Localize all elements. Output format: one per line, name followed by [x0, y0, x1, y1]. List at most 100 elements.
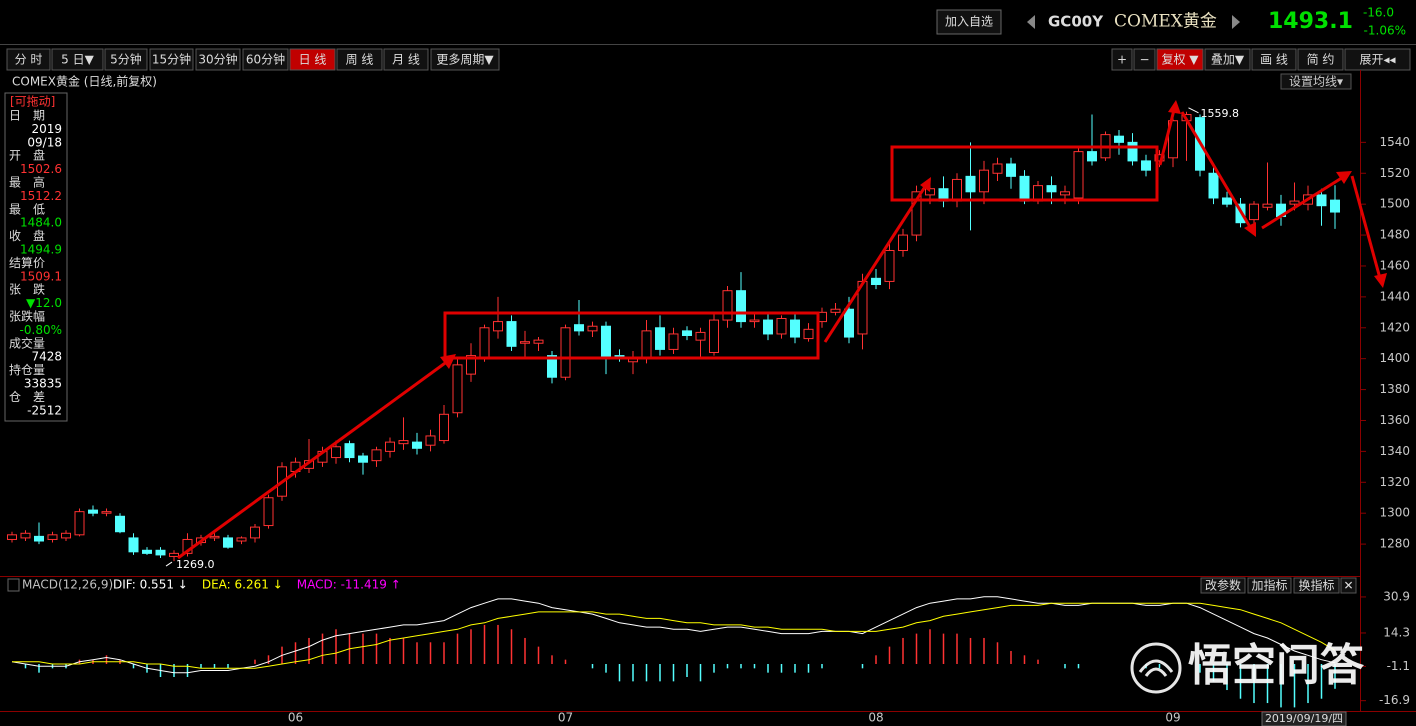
prev-arrow[interactable]	[1027, 15, 1035, 29]
candle-body	[533, 339, 544, 344]
toolbar-button-label[interactable]: 5分钟	[110, 52, 142, 67]
candle-body	[898, 234, 908, 252]
toolbar-button-label[interactable]: −	[1139, 53, 1149, 67]
toolbar-button[interactable]	[104, 48, 148, 71]
toolbar-button[interactable]	[336, 48, 383, 71]
toolbar-button[interactable]	[1344, 48, 1411, 71]
candle-body	[452, 364, 463, 414]
panel-label: 仓 差	[9, 390, 45, 404]
annotation-label: 1269.0	[176, 558, 215, 571]
macd-pane: MACD(12,26,9) DIF: 0.551 ↓ DEA: 6.261 ↓ MAC…	[7, 577, 1410, 726]
panel-value: 1494.9	[20, 243, 62, 257]
trend-arrow	[1261, 172, 1349, 230]
toolbar-button-label[interactable]: 展开◂◂	[1359, 53, 1395, 67]
indicator-button-label[interactable]: 加指标	[1251, 578, 1287, 593]
candle-body	[722, 290, 733, 321]
toolbar-button-label[interactable]: 复权 ▼	[1161, 53, 1199, 67]
ma-settings-button[interactable]	[1280, 73, 1352, 90]
arrow-head	[920, 177, 931, 192]
indicator-button[interactable]	[1340, 577, 1357, 594]
toolbar-button-label[interactable]: 日 线	[299, 53, 327, 67]
panel-label: 收 盘	[9, 228, 45, 243]
panel-value: 1484.0	[20, 216, 62, 230]
toolbar-button[interactable]	[195, 48, 241, 71]
indicator-button[interactable]	[1247, 577, 1292, 594]
toolbar-button[interactable]	[6, 48, 51, 71]
candle-body	[682, 330, 692, 336]
toolbar-button[interactable]	[51, 48, 104, 71]
y-tick-label: 1500	[1379, 197, 1410, 211]
price-change: -16.0	[1363, 6, 1394, 20]
candle-body	[911, 191, 922, 236]
toolbar-button-label[interactable]: 周 线	[346, 53, 374, 67]
toolbar-button-label[interactable]: 5 日▼	[61, 53, 94, 67]
indicator-line	[12, 602, 1336, 669]
panel-value: 2019	[31, 122, 62, 136]
panel-frame[interactable]	[4, 92, 68, 422]
indicator-button-label[interactable]: ✕	[1343, 579, 1353, 593]
indicator-button-label[interactable]: 换指标	[1298, 578, 1334, 593]
toolbar-button-label[interactable]: 月 线	[392, 53, 420, 67]
candle-body	[142, 549, 152, 554]
candle-body	[344, 443, 355, 459]
toolbar-button[interactable]	[1111, 48, 1133, 71]
candle-body	[1222, 197, 1232, 205]
y-tick-label: 1480	[1379, 228, 1410, 242]
panel-label: 最 低	[9, 202, 45, 216]
candle-body	[1006, 163, 1016, 177]
toolbar-button[interactable]	[1204, 48, 1251, 71]
toolbar-button-label[interactable]: 60分钟	[246, 52, 285, 67]
toolbar-button[interactable]	[289, 48, 336, 71]
last-price: 1493.1	[1268, 9, 1353, 34]
candle-body	[884, 250, 895, 282]
candle-body	[493, 321, 503, 332]
toolbar-button-label[interactable]: 画 线	[1260, 53, 1288, 67]
y-tick-label: 1320	[1379, 475, 1410, 489]
candle-body	[547, 355, 557, 378]
add-button-label[interactable]: 加入自选	[945, 15, 993, 29]
candle-body	[776, 318, 787, 335]
toolbar-button-label[interactable]: 简 约	[1307, 52, 1335, 67]
indicator-button-label[interactable]: 改参数	[1205, 578, 1241, 593]
add-button[interactable]	[936, 9, 1002, 35]
toolbar-button[interactable]	[1251, 48, 1297, 71]
toolbar-button[interactable]	[1133, 48, 1156, 71]
toolbar-button-label[interactable]: 15分钟	[152, 52, 191, 67]
toolbar-button-label[interactable]: +	[1117, 53, 1127, 67]
indicator-button[interactable]	[1293, 577, 1340, 594]
candle-body	[263, 497, 274, 527]
toolbar-button[interactable]	[1297, 48, 1344, 71]
panel-value: ▼12.0	[26, 296, 62, 310]
candle-body	[385, 441, 395, 452]
candle-body	[479, 327, 490, 360]
legend-entry: DEA: 6.261 ↓	[202, 578, 283, 592]
x-tick-label: 08	[868, 711, 883, 725]
candle-body	[1208, 172, 1219, 199]
toolbar-button[interactable]	[430, 48, 500, 71]
y-tick-label: 1280	[1379, 537, 1410, 551]
panel-label: 成交量	[9, 335, 45, 350]
toolbar-button-label[interactable]: 叠加▼	[1211, 53, 1245, 67]
x-tick-label: 06	[288, 711, 303, 725]
indicator-button[interactable]	[1200, 577, 1246, 594]
chart-title: COMEX黄金 (日线,前复权)	[12, 74, 157, 89]
toolbar-button[interactable]	[242, 48, 289, 71]
help-icon	[7, 578, 20, 592]
panel-value: 1509.1	[20, 269, 62, 283]
toolbar-button[interactable]	[383, 48, 429, 71]
toolbar-button-label[interactable]: 30分钟	[198, 52, 237, 67]
ma-settings-label[interactable]: 设置均线▾	[1289, 75, 1343, 89]
arrow-head	[1168, 100, 1181, 114]
candle-body	[965, 175, 976, 193]
toolbar-button[interactable]	[149, 48, 194, 71]
candle-body	[749, 319, 760, 323]
toolbar-button[interactable]	[1156, 48, 1204, 71]
next-arrow[interactable]	[1232, 15, 1240, 29]
toolbar-button-label[interactable]: 分 时	[15, 53, 43, 67]
x-tick-label: 09	[1165, 711, 1180, 725]
toolbar-button-label[interactable]: 更多周期▼	[436, 53, 494, 67]
candle-body	[1060, 191, 1070, 196]
candle-body	[1046, 185, 1057, 193]
